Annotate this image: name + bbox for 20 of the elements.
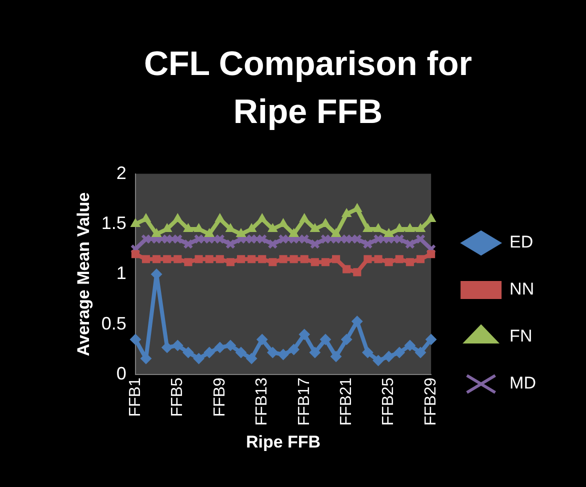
x-tick-label: FFB13 xyxy=(254,377,271,426)
y-tick-label: 0 xyxy=(116,364,126,384)
y-tick-label: 0.5 xyxy=(101,313,126,334)
x-tick-label: FFB9 xyxy=(211,377,228,417)
y-tick-label: 2 xyxy=(116,162,126,183)
chart-title: CFL Comparison for Ripe FFB xyxy=(142,44,474,133)
x-axis-title: Ripe FFB xyxy=(246,432,321,452)
y-tick-label: 1 xyxy=(116,263,126,284)
x-tick-label: FFB21 xyxy=(338,377,355,426)
y-axis-title: Average Mean Value xyxy=(74,192,93,356)
y-tick-label: 1.5 xyxy=(101,212,126,233)
x-tick-label: FFB25 xyxy=(380,377,398,426)
legend-label: FN xyxy=(510,326,532,346)
x-tick-label: FFB1 xyxy=(126,377,144,417)
legend-label: MD xyxy=(510,374,536,393)
legend-label: NN xyxy=(510,280,534,299)
x-tick-label: FFB17 xyxy=(296,377,313,426)
x-tick-label: FFB5 xyxy=(169,377,186,417)
legend-label: ED xyxy=(510,232,534,252)
x-tick-label: FFB29 xyxy=(422,377,440,426)
